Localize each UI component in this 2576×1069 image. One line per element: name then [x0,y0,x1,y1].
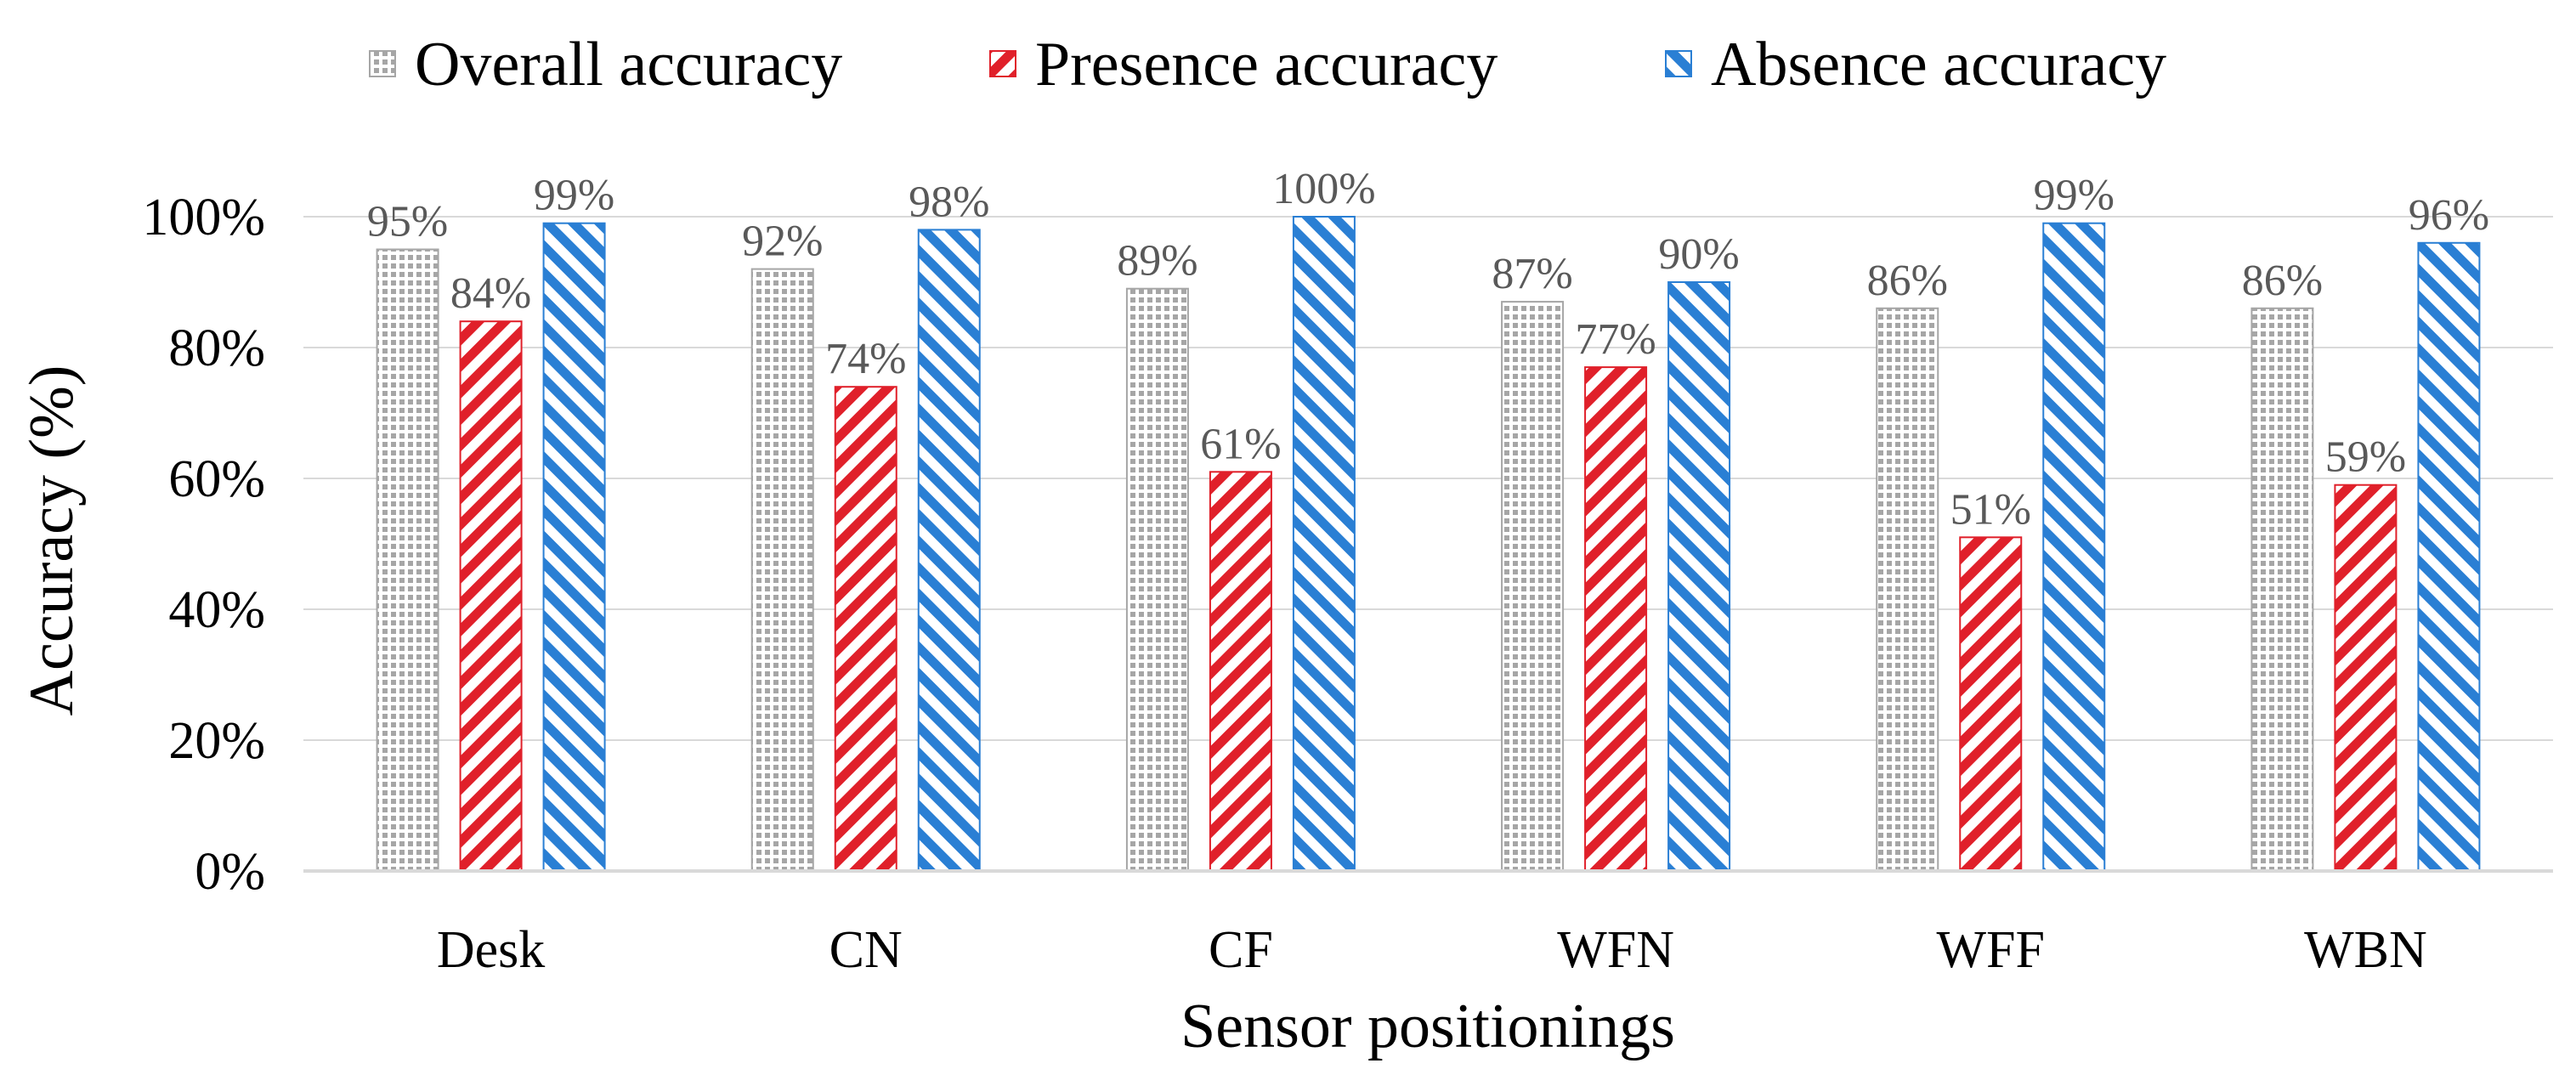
legend-label-overall: Overall accuracy [415,30,842,99]
x-category-label: Desk [437,921,545,979]
bar-absence-accuracy-desk [542,222,606,872]
legend-label-absence: Absence accuracy [1711,30,2166,99]
data-label: 77% [1575,315,1656,364]
legend-swatch-overall [369,50,396,77]
data-label: 86% [1867,257,1948,305]
data-label: 99% [2034,172,2115,220]
legend-label-presence: Presence accuracy [1035,30,1497,99]
data-label: 95% [367,198,448,246]
data-label: 92% [742,218,823,266]
x-category-label: WBN [2304,921,2427,979]
y-tick-label: 40% [168,581,265,639]
x-axis-categories: Desk CN CF WFN WFF WBN [437,921,2427,979]
bar-absence-accuracy-wfn [1667,281,1731,872]
bar-presence-accuracy-cf [1209,471,1272,872]
data-label: 51% [1950,485,2031,534]
data-label: 90% [1658,230,1739,279]
legend-item-overall: Overall accuracy [369,30,842,99]
bars: 95%84% 99% 92% 74% 98% 89% 61% 100% 87%77%90% 86%… [367,165,2489,873]
x-category-label: CF [1209,921,1273,979]
y-tick-label: 80% [168,320,265,377]
bar-presence-accuracy-wfn [1584,366,1648,873]
bar-presence-accuracy-wbn [2334,484,2398,872]
data-label: 100% [1272,165,1375,213]
y-axis-ticks: 0% 20% 40% 60% 80% 100% [142,189,265,901]
bar-absence-accuracy-cn [917,229,981,872]
bar-overall-accuracy-desk [376,248,439,872]
data-label: 89% [1117,237,1197,286]
y-axis-title: Accuracy (%) [17,365,87,716]
data-label: 98% [909,178,989,226]
gridlines [303,216,2553,741]
data-label: 59% [2325,433,2406,482]
y-tick-label: 20% [168,712,265,770]
y-tick-label: 100% [142,189,265,246]
legend-swatch-absence [1665,50,1692,77]
legend-item-absence: Absence accuracy [1665,30,2166,99]
bar-overall-accuracy-wfn [1501,301,1565,873]
data-label: 74% [825,335,906,383]
bar-absence-accuracy-cf [1292,216,1356,872]
legend: Overall accuracy Presence accuracy Absen… [369,30,2166,99]
y-tick-label: 60% [168,450,265,508]
bar-presence-accuracy-desk [459,320,523,872]
bar-overall-accuracy-cf [1125,287,1189,872]
legend-swatch-presence [989,50,1016,77]
bar-absence-accuracy-wbn [2417,241,2481,872]
bar-overall-accuracy-wff [1876,307,1939,872]
x-category-label: WFF [1937,921,2045,979]
x-category-label: WFN [1557,921,1674,979]
bar-presence-accuracy-cn [834,386,897,872]
data-label: 96% [2409,191,2489,240]
bar-absence-accuracy-wff [2042,222,2106,872]
bar-presence-accuracy-wff [1959,536,2023,872]
legend-item-presence: Presence accuracy [989,30,1497,99]
data-label: 87% [1492,250,1572,298]
y-tick-label: 0% [195,843,265,901]
data-label: 84% [450,269,531,318]
x-axis-title: Sensor positionings [1180,992,1675,1061]
bar-overall-accuracy-wbn [2250,307,2314,872]
data-label: 99% [534,172,614,220]
data-label: 86% [2242,257,2323,305]
data-label: 61% [1200,420,1281,468]
x-category-label: CN [829,921,903,979]
bar-overall-accuracy-cn [750,268,814,873]
